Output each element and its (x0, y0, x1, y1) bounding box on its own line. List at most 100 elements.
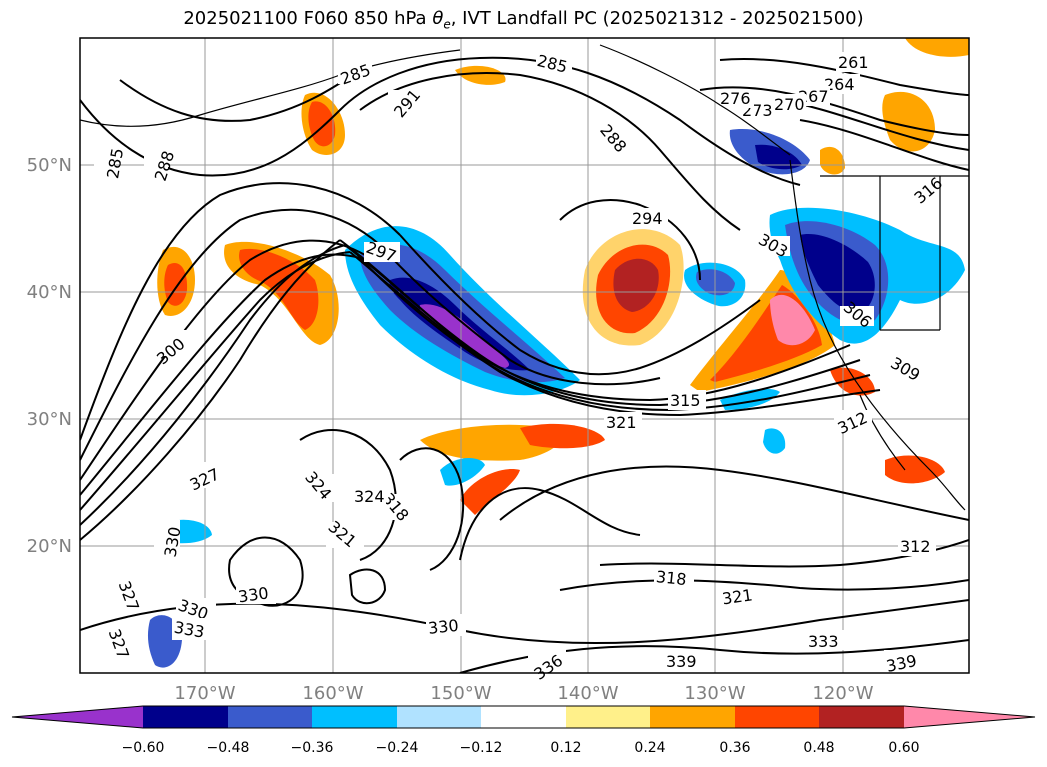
contour-line (699, 86, 969, 136)
contour-label: 333 (808, 632, 839, 651)
map-frame (79, 37, 970, 674)
colorbar-tick-label: −0.24 (376, 740, 419, 756)
pc-positive-north-pacific-peak (613, 258, 659, 312)
pc-positive-subtropic-2 (520, 423, 605, 449)
colorbar-extend-low (12, 706, 143, 728)
lon-label: 130°W (684, 683, 745, 704)
colorbar-tick-label: 0.48 (803, 740, 834, 756)
contour-line (719, 58, 969, 96)
contour-line (80, 251, 351, 511)
colorbar-bin (397, 706, 481, 728)
colorbar-tick-label: 0.24 (634, 740, 665, 756)
pc-positive-alaska-core (308, 101, 336, 147)
colorbar (11, 705, 1036, 729)
pc-positive-baja (830, 367, 875, 396)
lat-label: 50°N (27, 155, 72, 176)
coastline-alaska-panhandle (599, 44, 791, 156)
lon-label: 120°W (812, 683, 873, 704)
pc-positive-northeast (882, 91, 935, 152)
contour-label: 264 (824, 75, 855, 94)
contour-label: 315 (670, 391, 701, 410)
figure-title: 2025021100 F060 850 hPa θe, IVT Landfall… (183, 8, 864, 32)
contour-line (559, 199, 701, 281)
border-states (879, 176, 941, 331)
contour-line (80, 239, 341, 541)
contour-label: 330 (427, 616, 459, 638)
contour-line (80, 56, 801, 186)
contour-line (119, 69, 361, 122)
contour-line (499, 465, 969, 521)
colorbar-tick-label: 0.12 (550, 740, 581, 756)
contour-label: 270 (774, 95, 805, 114)
coastline-alaska (80, 49, 461, 127)
lon-label: 140°W (557, 683, 618, 704)
pc-negative-mid-core (696, 269, 735, 296)
colorbar-outline (11, 705, 1036, 729)
contour-label: 312 (900, 537, 931, 556)
contour-line (344, 244, 861, 407)
colorbar-tick-label: −0.60 (122, 740, 165, 756)
pc-negative-central (440, 458, 485, 486)
latitude-labels: 50°N 40°N 30°N 20°N (27, 155, 72, 557)
colorbar-extend-high (904, 706, 1035, 728)
pc-negative-spot (763, 428, 786, 454)
contour-line (80, 182, 401, 441)
contour-line (799, 119, 969, 171)
colorbar-tick-label: 0.60 (888, 740, 919, 756)
contour-labels: 261 264 267 270 273 276 285 285 285 288 … (94, 51, 946, 684)
contour-line (80, 244, 346, 526)
colorbar-bin (650, 706, 735, 728)
contour-line (348, 568, 387, 605)
lon-label: 150°W (430, 683, 491, 704)
coastline-west-coast (789, 159, 966, 511)
coastline-baja (859, 394, 906, 471)
contour-label: 339 (666, 652, 697, 671)
lon-label: 160°W (302, 683, 363, 704)
contour-line (80, 253, 361, 496)
contour-label: 324 (354, 487, 385, 506)
colorbar-tick-label: −0.48 (207, 740, 250, 756)
pc-negative-band-peak (419, 304, 510, 368)
coastlines (80, 44, 969, 511)
colorbar-tick-label: −0.12 (460, 740, 503, 756)
pc-positive-coast-peak (770, 294, 815, 346)
colorbar-bin (312, 706, 397, 728)
contour-label: 318 (655, 567, 687, 589)
lat-label: 30°N (27, 409, 72, 430)
lon-label: 170°W (174, 683, 235, 704)
contour-line (80, 239, 366, 481)
colorbar-bin (819, 706, 904, 728)
contour-label: 261 (838, 53, 869, 72)
contour-line (349, 251, 871, 412)
contour-line (399, 234, 761, 376)
colorbar-ticks: −0.60 −0.48 −0.36 −0.24 −0.12 0.12 0.24 … (122, 740, 920, 756)
contour-line (359, 72, 741, 231)
contour-line (80, 208, 381, 461)
pc-positive-bc (820, 146, 845, 175)
contour-label: 321 (606, 413, 637, 432)
colorbar-bin (735, 706, 819, 728)
colorbar-tick-label: 0.36 (719, 740, 750, 756)
colorbar-bin (143, 706, 228, 728)
pc-positive-north (455, 65, 506, 85)
contour-label: 276 (720, 89, 751, 108)
pc-positive-mexico (885, 455, 945, 484)
longitude-labels: 170°W 160°W 150°W 140°W 130°W 120°W (174, 683, 873, 704)
contour-line (459, 487, 641, 561)
colorbar-bin (566, 706, 650, 728)
contour-line (399, 447, 465, 571)
pc-positive-north-edge (905, 38, 969, 57)
contour-label: 321 (721, 585, 754, 608)
colorbar-tick-label: −0.36 (291, 740, 334, 756)
contour-label: 330 (237, 583, 270, 606)
shaded-ivt-pc-field (147, 38, 969, 668)
lat-label: 40°N (27, 282, 72, 303)
lat-label: 20°N (27, 536, 72, 557)
contour-line (559, 579, 969, 591)
contour-label: 294 (632, 209, 663, 228)
pc-negative-coast-core (800, 234, 875, 313)
pc-positive-subtropic-3 (460, 469, 520, 515)
contour-line (359, 257, 881, 417)
contour-line (299, 429, 397, 561)
